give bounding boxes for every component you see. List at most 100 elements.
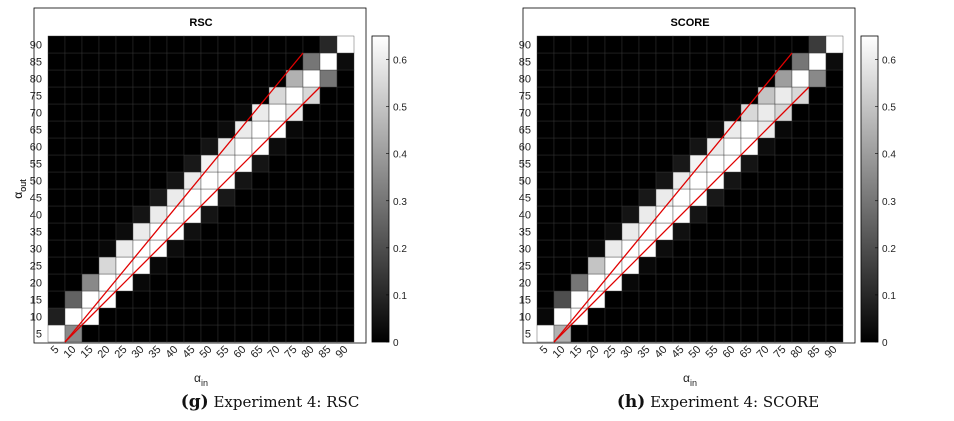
- heatmap-cell: [149, 86, 168, 105]
- heatmap-cell: [791, 171, 810, 190]
- heatmap-cell: [570, 239, 589, 258]
- heatmap-cell: [655, 35, 674, 54]
- heatmap-cell: [536, 52, 555, 71]
- heatmap-cell: [285, 222, 304, 241]
- heatmap-cell: [64, 52, 83, 71]
- heatmap-cell: [302, 307, 321, 326]
- heatmap-cell: [81, 324, 100, 343]
- heatmap-cell: [285, 171, 304, 190]
- x-tick-label: 10: [61, 344, 78, 361]
- heatmap-cell: [689, 324, 708, 343]
- heatmap-cell: [285, 205, 304, 224]
- heatmap-cell: [98, 35, 117, 54]
- heatmap-cell: [621, 273, 640, 292]
- heatmap-cell: [723, 222, 742, 241]
- heatmap-cell: [47, 120, 66, 139]
- heatmap-cell: [268, 52, 287, 71]
- heatmap-cell: [166, 324, 185, 343]
- heatmap-cell: [604, 188, 623, 207]
- heatmap-cell: [166, 171, 185, 190]
- heatmap-cell: [285, 188, 304, 207]
- heatmap-cell: [336, 324, 355, 343]
- heatmap-cell: [655, 137, 674, 156]
- heatmap-cell: [132, 103, 151, 122]
- heatmap-cell: [183, 239, 202, 258]
- heatmap-cell: [570, 256, 589, 275]
- colorbar-tick-label: 0.5: [882, 103, 896, 114]
- x-tick-label: 30: [129, 344, 146, 361]
- heatmap-cell: [319, 103, 338, 122]
- heatmap-cell: [604, 120, 623, 139]
- heatmap-cell: [740, 86, 759, 105]
- heatmap-cell: [217, 273, 236, 292]
- heatmap-cell: [285, 307, 304, 326]
- heatmap-cell: [217, 239, 236, 258]
- heatmap-cell: [536, 188, 555, 207]
- heatmap-cell: [217, 35, 236, 54]
- heatmap-cell: [166, 137, 185, 156]
- heatmap-cell: [319, 256, 338, 275]
- heatmap-cell: [587, 86, 606, 105]
- heatmap-cell: [723, 52, 742, 71]
- heatmap-cell: [808, 205, 827, 224]
- heatmap-cell: [115, 239, 134, 258]
- heatmap-cell: [706, 222, 725, 241]
- heatmap-cell: [47, 324, 66, 343]
- heatmap-cell: [604, 171, 623, 190]
- heatmap-cell: [251, 86, 270, 105]
- y-tick-label: 55: [519, 159, 531, 171]
- heatmap-cell: [638, 188, 657, 207]
- heatmap-cell: [655, 239, 674, 258]
- heatmap-cell: [132, 205, 151, 224]
- heatmap-cell: [723, 290, 742, 309]
- heatmap-cell: [251, 52, 270, 71]
- heatmap-cell: [655, 171, 674, 190]
- heatmap-cell: [621, 154, 640, 173]
- heatmap-cell: [672, 273, 691, 292]
- heatmap-cell: [808, 290, 827, 309]
- heatmap-cell: [64, 239, 83, 258]
- heatmap-cell: [604, 154, 623, 173]
- heatmap-cell: [251, 120, 270, 139]
- heatmap-cell: [302, 137, 321, 156]
- heatmap-cell: [268, 205, 287, 224]
- x-tick-label: 65: [248, 344, 265, 361]
- colorbar-tick-label: 0: [882, 338, 888, 349]
- heatmap-cell: [285, 137, 304, 156]
- heatmap-cell: [638, 103, 657, 122]
- heatmap-cell: [689, 273, 708, 292]
- heatmap-cell: [336, 171, 355, 190]
- heatmap-cell: [757, 273, 776, 292]
- heatmap-cell: [251, 222, 270, 241]
- heatmap-cell: [638, 86, 657, 105]
- heatmap-cell: [553, 103, 572, 122]
- heatmap-cell: [825, 154, 844, 173]
- heatmap-cell: [536, 290, 555, 309]
- heatmap-cell: [638, 307, 657, 326]
- heatmap-cell: [251, 154, 270, 173]
- heatmap-cell: [319, 239, 338, 258]
- y-tick-label: 80: [519, 74, 531, 86]
- heatmap-cell: [655, 154, 674, 173]
- heatmap-cell: [302, 120, 321, 139]
- heatmap-cell: [774, 35, 793, 54]
- heatmap-cell: [706, 239, 725, 258]
- heatmap-cell: [268, 188, 287, 207]
- heatmap-cell: [217, 154, 236, 173]
- heatmap-cell: [587, 69, 606, 88]
- x-tick-label: 5: [49, 344, 62, 357]
- heatmap-cell: [132, 120, 151, 139]
- heatmap-cell: [740, 171, 759, 190]
- heatmap-cell: [553, 307, 572, 326]
- heatmap-cell: [217, 120, 236, 139]
- colorbar-tick-label: 0.2: [882, 244, 896, 255]
- heatmap-cell: [115, 154, 134, 173]
- heatmap-cell: [621, 205, 640, 224]
- heatmap-cell: [81, 222, 100, 241]
- heatmap-cell: [638, 52, 657, 71]
- heatmap-cell: [166, 52, 185, 71]
- heatmap-cell: [706, 86, 725, 105]
- heatmap-cell: [570, 273, 589, 292]
- heatmap-cell: [47, 273, 66, 292]
- heatmap-cell: [774, 256, 793, 275]
